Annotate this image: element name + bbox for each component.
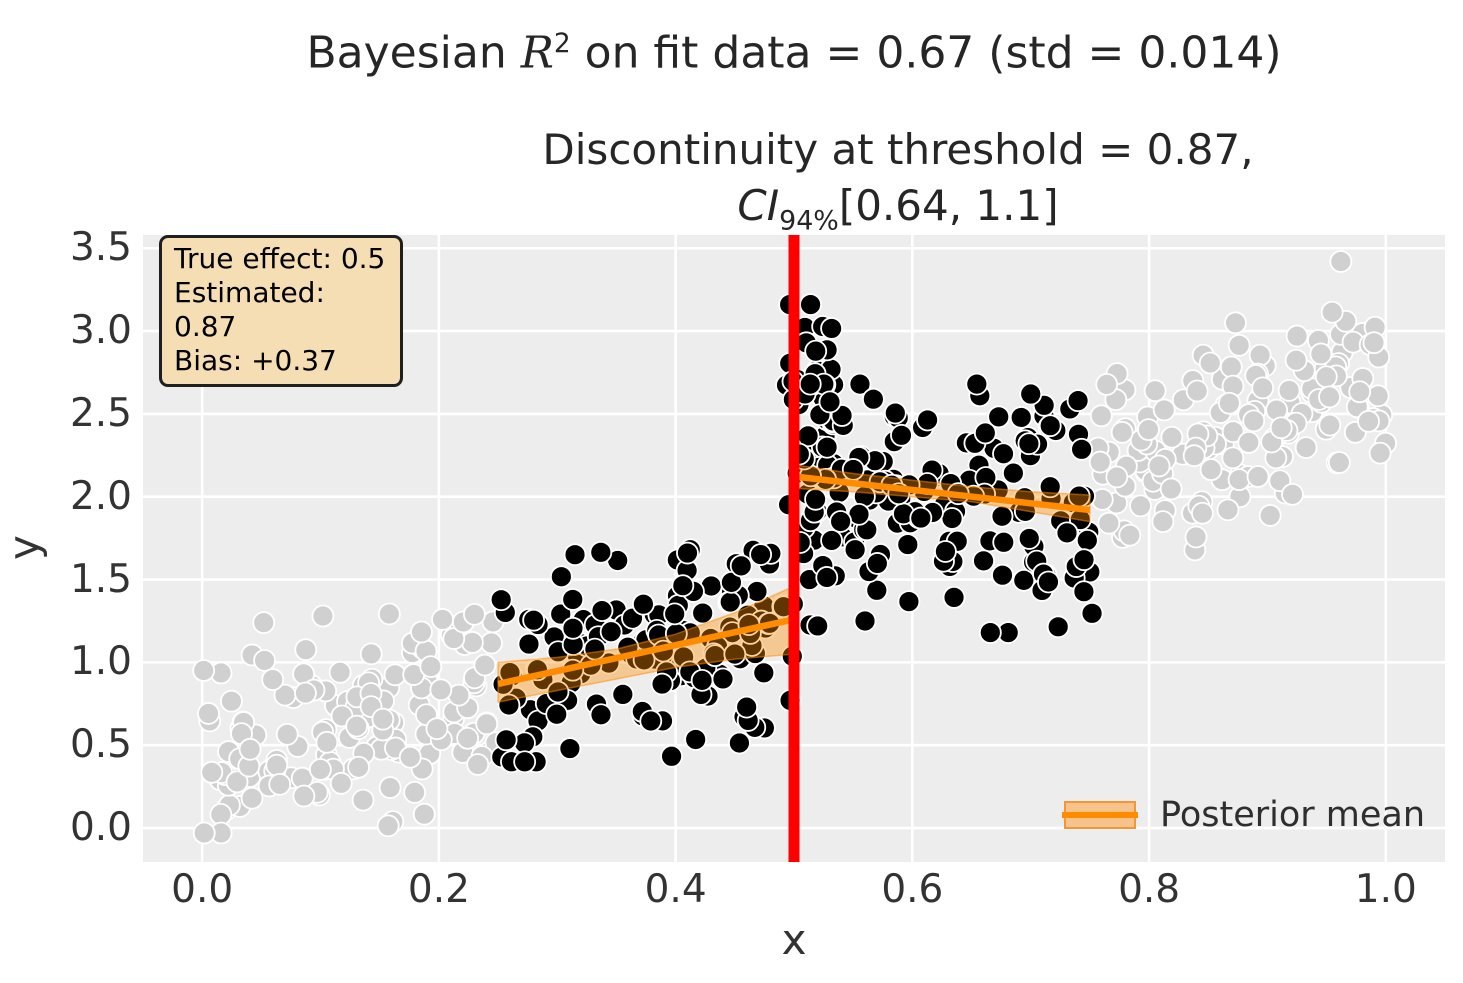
y-tick-label-3.5: 3.5 — [69, 225, 132, 271]
x-tick-label-0.0: 0.0 — [171, 867, 234, 912]
subtitle-line-1: Discontinuity at threshold = 0.87, — [542, 125, 1254, 174]
title-r-exponent: 2 — [553, 28, 571, 59]
ci-values: [0.64, 1.1] — [838, 181, 1059, 230]
chart-subtitle: Discontinuity at threshold = 0.87, CI94%… — [398, 122, 1398, 249]
scatter-extra-black — [563, 293, 1096, 719]
title-r-symbol: R — [520, 27, 554, 79]
ci-symbol: CI — [737, 181, 780, 230]
chart-title: Bayesian R2 on fit data = 0.67 (std = 0.… — [143, 16, 1445, 82]
y-tick-label-2.5: 2.5 — [69, 390, 132, 436]
x-tick-label-0.6: 0.6 — [881, 867, 944, 912]
x-axis-label: x — [781, 915, 807, 964]
scatter-excluded-left — [192, 602, 508, 845]
annotation-box: True effect: 0.5 Estimated: 0.87 Bias: +… — [159, 235, 403, 387]
posterior-mean-legend-swatch — [1062, 801, 1138, 829]
y-tick-label-2.0: 2.0 — [69, 473, 132, 519]
x-tick-label-0.8: 0.8 — [1118, 867, 1181, 912]
y-tick-label-0.5: 0.5 — [69, 722, 132, 768]
scatter-extra-gray — [252, 250, 1386, 635]
x-tick-label-0.2: 0.2 — [407, 867, 470, 912]
subtitle-line-2: CI94%[0.64, 1.1] — [398, 178, 1398, 249]
scatter-fit-left — [489, 538, 805, 774]
legend-label: Posterior mean — [1160, 795, 1426, 835]
y-tick-label-3.0: 3.0 — [69, 308, 132, 354]
y-tick-label-1.5: 1.5 — [69, 556, 132, 602]
x-tick-label-0.4: 0.4 — [644, 867, 707, 912]
annotation-estimated: Estimated: 0.87 — [174, 276, 325, 343]
annotation-true-effect: True effect: 0.5 — [174, 242, 386, 275]
y-tick-label-1.0: 1.0 — [69, 639, 132, 685]
plot-area — [143, 235, 1445, 862]
legend: Posterior mean — [1062, 794, 1425, 836]
annotation-bias: Bias: +0.37 — [174, 344, 337, 377]
ci-subscript: 94% — [779, 205, 839, 237]
scatter-excluded-right — [1086, 300, 1397, 562]
posterior-mean-line-above-threshold — [797, 473, 1091, 514]
title-suffix: on fit data = 0.67 (std = 0.014) — [570, 27, 1282, 79]
y-tick-label-0.0: 0.0 — [69, 805, 132, 851]
posterior-mean-line-below-threshold — [497, 616, 795, 688]
title-prefix: Bayesian — [306, 27, 521, 79]
x-tick-label-1.0: 1.0 — [1354, 867, 1417, 912]
